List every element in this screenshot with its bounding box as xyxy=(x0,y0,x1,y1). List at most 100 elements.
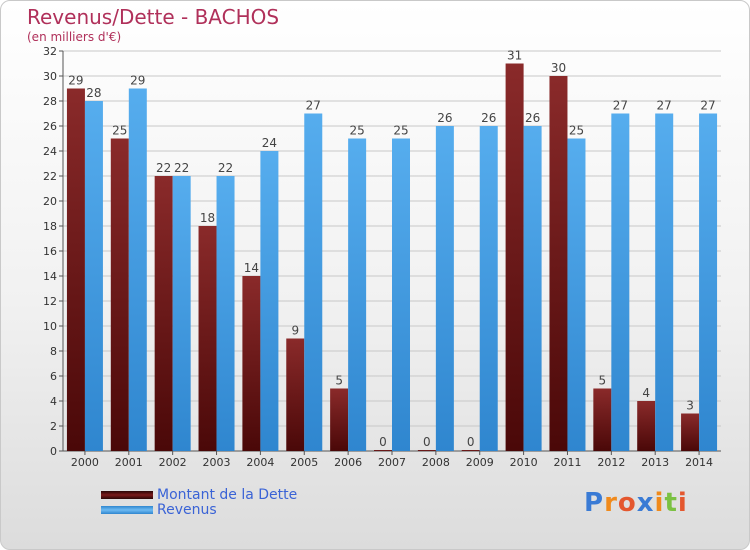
data-label-revenue-2013: 27 xyxy=(657,99,672,113)
data-label-debt-2000: 29 xyxy=(68,74,83,88)
data-label-debt-2005: 9 xyxy=(291,324,299,338)
x-tick-label: 2006 xyxy=(334,456,362,469)
data-label-revenue-2002: 22 xyxy=(174,161,189,175)
y-tick-label: 10 xyxy=(43,320,57,333)
bar-revenue-2003 xyxy=(216,176,235,451)
bar-revenue-2010 xyxy=(523,126,542,451)
data-label-revenue-2008: 26 xyxy=(437,111,452,125)
data-label-revenue-2007: 25 xyxy=(393,124,408,138)
bar-revenue-2004 xyxy=(260,151,279,451)
y-tick-label: 18 xyxy=(43,220,57,233)
data-label-revenue-2006: 25 xyxy=(349,124,364,138)
bar-revenue-2008 xyxy=(435,126,454,451)
data-label-revenue-2001: 29 xyxy=(130,74,145,88)
y-tick-label: 22 xyxy=(43,170,57,183)
logo-letter: t xyxy=(664,488,678,518)
logo-letter: i xyxy=(677,488,688,518)
proxiti-logo: Proxiti xyxy=(584,488,688,518)
x-tick-label: 2012 xyxy=(597,456,625,469)
bar-debt-2002 xyxy=(154,176,173,451)
x-tick-label: 2014 xyxy=(685,456,713,469)
data-label-debt-2006: 5 xyxy=(335,374,343,388)
logo-letter: r xyxy=(604,488,618,518)
y-tick-label: 6 xyxy=(50,370,57,383)
x-tick-label: 2002 xyxy=(159,456,187,469)
data-label-debt-2001: 25 xyxy=(112,124,127,138)
bar-debt-2000 xyxy=(66,88,85,451)
x-tick-label: 2008 xyxy=(422,456,450,469)
bar-debt-2005 xyxy=(286,338,305,451)
bar-revenue-2000 xyxy=(84,101,103,451)
bar-revenue-2005 xyxy=(304,113,323,451)
legend-swatch-debt xyxy=(101,490,153,499)
bar-debt-2004 xyxy=(242,276,261,451)
y-tick-label: 8 xyxy=(50,345,57,358)
x-tick-label: 2007 xyxy=(378,456,406,469)
bar-debt-2010 xyxy=(505,63,524,451)
bar-revenue-2006 xyxy=(348,138,367,451)
data-label-debt-2012: 5 xyxy=(599,374,607,388)
x-tick-label: 2011 xyxy=(553,456,581,469)
x-tick-label: 2004 xyxy=(246,456,274,469)
legend-item-debt: Montant de la Dette xyxy=(101,487,297,503)
bar-debt-2013 xyxy=(637,401,656,451)
legend-item-revenue: Revenus xyxy=(101,501,297,518)
y-tick-label: 4 xyxy=(50,395,57,408)
logo-letter: P xyxy=(584,488,605,518)
bar-debt-2008 xyxy=(417,450,436,451)
data-label-revenue-2004: 24 xyxy=(262,136,277,150)
x-tick-label: 2003 xyxy=(203,456,231,469)
bar-debt-2007 xyxy=(374,450,392,451)
bar-debt-2014 xyxy=(681,413,700,451)
y-tick-label: 32 xyxy=(43,45,57,58)
y-tick-label: 12 xyxy=(43,295,57,308)
data-label-debt-2013: 4 xyxy=(642,386,650,400)
data-label-debt-2014: 3 xyxy=(686,399,694,413)
bar-debt-2001 xyxy=(110,138,129,451)
chart-title: Revenus/Dette - BACHOS xyxy=(27,5,280,29)
x-tick-label: 2013 xyxy=(641,456,669,469)
bar-debt-2006 xyxy=(330,388,349,451)
x-axis-ticks: 2000 2001 2002 2003 2004 2005 2006 2007 2008 2009… xyxy=(71,451,713,469)
data-label-revenue-2003: 22 xyxy=(218,161,233,175)
bar-revenue-2002 xyxy=(172,176,191,451)
logo-letter: x xyxy=(636,488,655,518)
y-tick-label: 30 xyxy=(43,70,57,83)
data-label-debt-2003: 18 xyxy=(200,211,215,225)
data-label-debt-2002: 22 xyxy=(156,161,171,175)
data-label-debt-2004: 14 xyxy=(244,261,259,275)
x-tick-label: 2009 xyxy=(466,456,494,469)
data-label-revenue-2011: 25 xyxy=(569,124,584,138)
y-tick-label: 28 xyxy=(43,95,57,108)
x-tick-label: 2005 xyxy=(290,456,318,469)
bar-revenue-2013 xyxy=(655,113,674,451)
data-label-debt-2007: 0 xyxy=(379,435,387,449)
chart-subtitle: (en milliers d'€) xyxy=(27,30,122,44)
bar-revenue-2001 xyxy=(128,88,147,451)
data-label-revenue-2010: 26 xyxy=(525,111,540,125)
bar-debt-2003 xyxy=(198,226,217,451)
x-tick-label: 2010 xyxy=(510,456,538,469)
data-label-debt-2008: 0 xyxy=(423,435,431,449)
y-tick-label: 20 xyxy=(43,195,57,208)
data-label-debt-2010: 31 xyxy=(507,49,522,63)
logo-letter: o xyxy=(617,488,637,518)
legend: Montant de la Dette Revenus xyxy=(101,487,297,518)
data-label-revenue-2005: 27 xyxy=(306,99,321,113)
data-label-revenue-2009: 26 xyxy=(481,111,496,125)
bars xyxy=(66,63,718,451)
legend-label-revenue: Revenus xyxy=(157,501,217,518)
legend-swatch-revenue xyxy=(101,505,153,514)
bar-revenue-2009 xyxy=(479,126,498,451)
bar-revenue-2007 xyxy=(392,138,410,451)
bar-debt-2011 xyxy=(549,76,568,451)
data-label-debt-2011: 30 xyxy=(551,61,566,75)
bar-revenue-2012 xyxy=(611,113,630,451)
bar-revenue-2014 xyxy=(699,113,718,451)
bar-revenue-2011 xyxy=(567,138,586,451)
y-tick-label: 2 xyxy=(50,420,57,433)
